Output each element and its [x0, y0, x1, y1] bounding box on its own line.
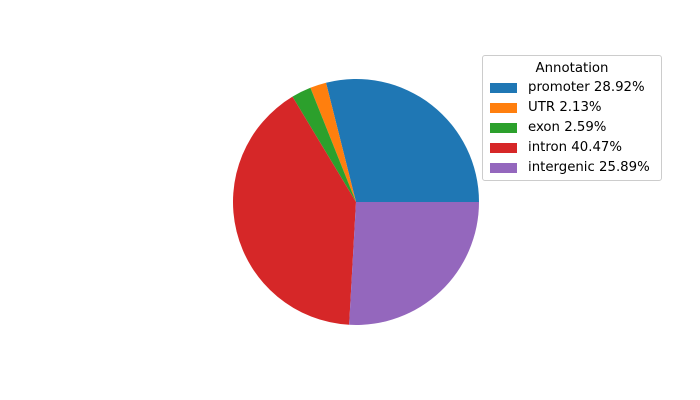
legend-item: intron 40.47% [483, 138, 661, 158]
legend-swatch-exon [490, 123, 517, 133]
pie-slice-intron [232, 96, 356, 325]
legend-swatch-utr [490, 103, 517, 113]
legend-swatch-intron [490, 143, 517, 153]
legend-item-label: intergenic 25.89% [528, 160, 650, 175]
legend-item: UTR 2.13% [483, 98, 661, 118]
legend-item-label: exon 2.59% [528, 120, 607, 135]
legend-item: exon 2.59% [483, 118, 661, 138]
pie-slices-group [232, 78, 479, 326]
legend: Annotation promoter 28.92% UTR 2.13% exo… [482, 55, 662, 181]
pie-slice-promoter [326, 78, 479, 202]
pie-slice-intergenic [349, 202, 479, 326]
legend-item: intergenic 25.89% [483, 158, 661, 178]
legend-item: promoter 28.92% [483, 78, 661, 98]
legend-swatch-promoter [490, 83, 517, 93]
legend-title: Annotation [535, 61, 609, 76]
legend-item-label: intron 40.47% [528, 140, 623, 155]
legend-swatch-intergenic [490, 163, 517, 173]
legend-item-label: UTR 2.13% [528, 100, 602, 115]
legend-item-label: promoter 28.92% [528, 80, 645, 95]
pie-slice-exon [292, 87, 356, 202]
pie-slice-UTR [310, 82, 356, 202]
